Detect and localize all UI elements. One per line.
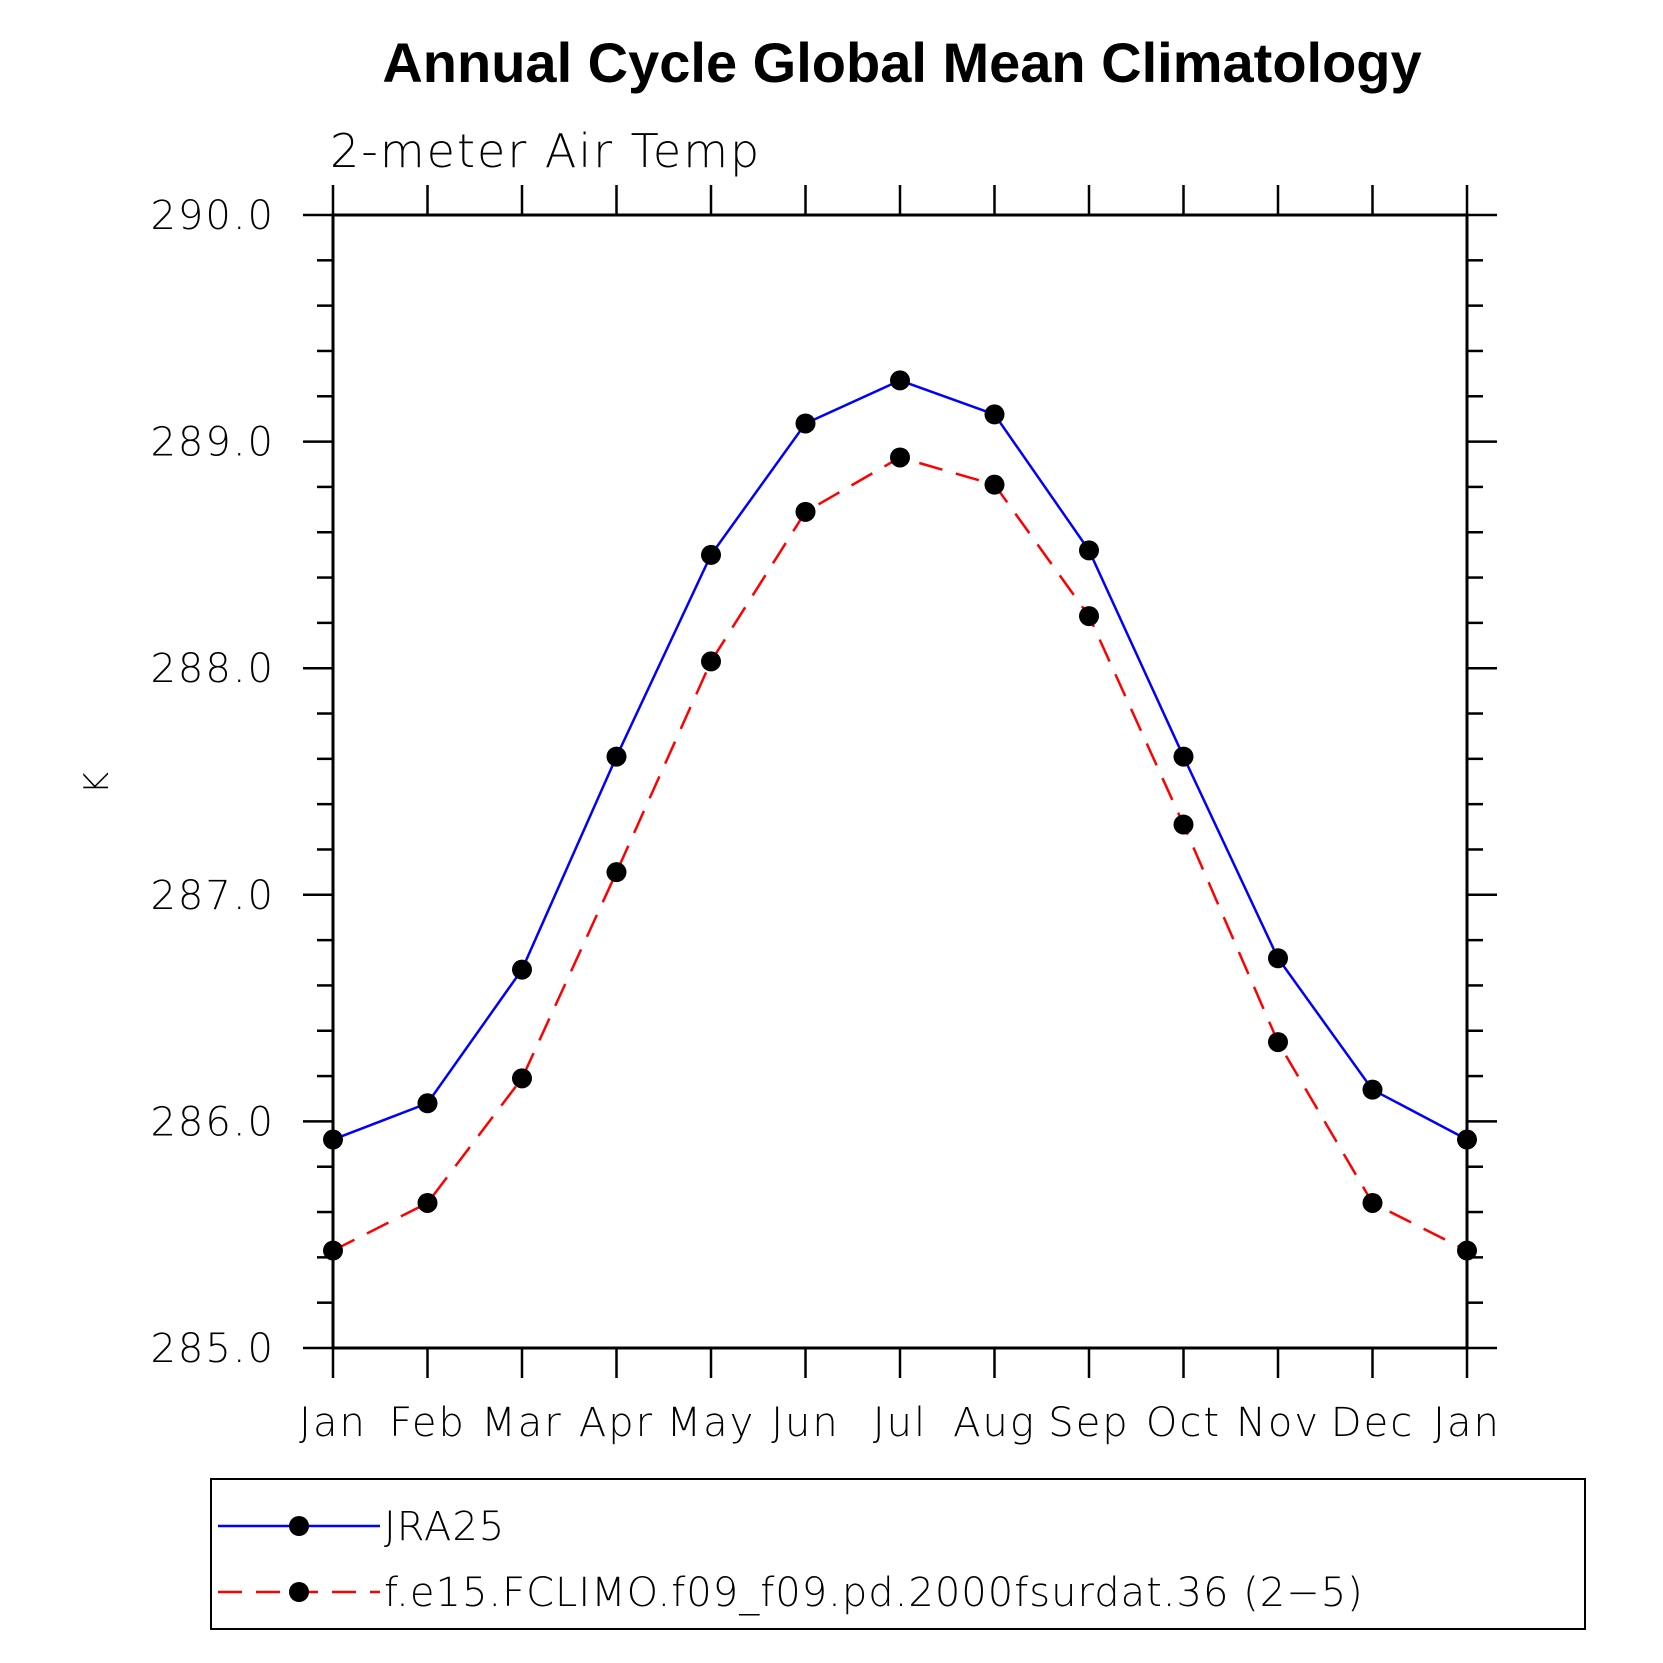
- x-tick-label: Jul: [873, 1400, 927, 1446]
- x-tick-label: Aug: [953, 1400, 1036, 1446]
- legend-entry: f.e15.FCLIMO.f09_f09.pd.2000fsurdat.36 (…: [218, 1570, 1364, 1616]
- x-tick-label: Oct: [1146, 1400, 1221, 1446]
- data-point: [1079, 540, 1099, 561]
- x-tick-label: Jun: [771, 1400, 840, 1446]
- data-point: [1268, 1032, 1288, 1053]
- data-point: [795, 413, 816, 434]
- legend: JRA25 f.e15.FCLIMO.f09_f09.pd.2000fsurdat…: [210, 1478, 1586, 1630]
- x-tick-label: Jan: [299, 1400, 367, 1446]
- data-point: [1268, 948, 1288, 969]
- legend-label: f.e15.FCLIMO.f09_f09.pd.2000fsurdat.36 (…: [384, 1570, 1364, 1616]
- series-1: [323, 370, 1477, 1150]
- chart-subtitle: 2-meter Air Temp: [330, 124, 761, 178]
- x-tick-label: Dec: [1331, 1400, 1414, 1446]
- x-tick-label: May: [667, 1400, 756, 1446]
- data-point: [606, 862, 627, 883]
- y-tick-label: 288.0: [150, 646, 275, 692]
- y-tick-label: 285.0: [150, 1326, 275, 1372]
- chart-title: Annual Cycle Global Mean Climatology: [382, 31, 1421, 94]
- x-tick-labels: Jan Feb Mar Apr May Jun Jul Aug Sep Oct Nov Dec Jan: [299, 1400, 1501, 1446]
- data-point: [417, 1192, 438, 1213]
- series-2: [323, 447, 1477, 1261]
- data-point: [984, 474, 1005, 495]
- legend-marker: [289, 1516, 309, 1536]
- series-line: [332, 379, 1468, 1141]
- x-tick-label: Feb: [389, 1400, 466, 1446]
- data-point: [512, 959, 532, 980]
- legend-marker: [289, 1582, 309, 1602]
- data-point: [417, 1093, 438, 1114]
- y-tick-label: 290.0: [150, 193, 275, 239]
- plot-frame: [331, 213, 1469, 1350]
- data-point: [1362, 1079, 1383, 1100]
- data-point: [984, 404, 1005, 425]
- legend-entry: JRA25: [218, 1504, 505, 1550]
- series-line: [332, 456, 1468, 1252]
- data-point: [701, 651, 721, 672]
- x-tick-label: Sep: [1048, 1400, 1129, 1446]
- data-point: [890, 447, 910, 468]
- x-tick-label: Apr: [579, 1400, 654, 1446]
- data-point: [512, 1068, 532, 1089]
- data-point: [795, 501, 816, 522]
- legend-box: [210, 1478, 1586, 1630]
- x-tick-label: Mar: [481, 1400, 562, 1446]
- axis-ticks: [303, 185, 1497, 1378]
- data-point: [1173, 814, 1194, 835]
- y-tick-labels: 285.0 286.0 287.0 288.0 289.0 290.0: [150, 193, 275, 1372]
- y-tick-label: 286.0: [150, 1099, 275, 1145]
- x-tick-label: Jan: [1433, 1400, 1501, 1446]
- y-tick-label: 289.0: [150, 420, 275, 466]
- data-point: [890, 370, 910, 391]
- series-layer: [323, 370, 1477, 1261]
- legend-label: JRA25: [384, 1504, 505, 1550]
- data-point: [1362, 1192, 1383, 1213]
- data-point: [606, 746, 627, 767]
- data-point: [1173, 746, 1194, 767]
- y-tick-label: 287.0: [150, 873, 275, 919]
- x-tick-label: Nov: [1236, 1400, 1320, 1446]
- data-point: [701, 544, 721, 565]
- y-axis-label: K: [77, 772, 117, 794]
- data-point: [1079, 606, 1099, 627]
